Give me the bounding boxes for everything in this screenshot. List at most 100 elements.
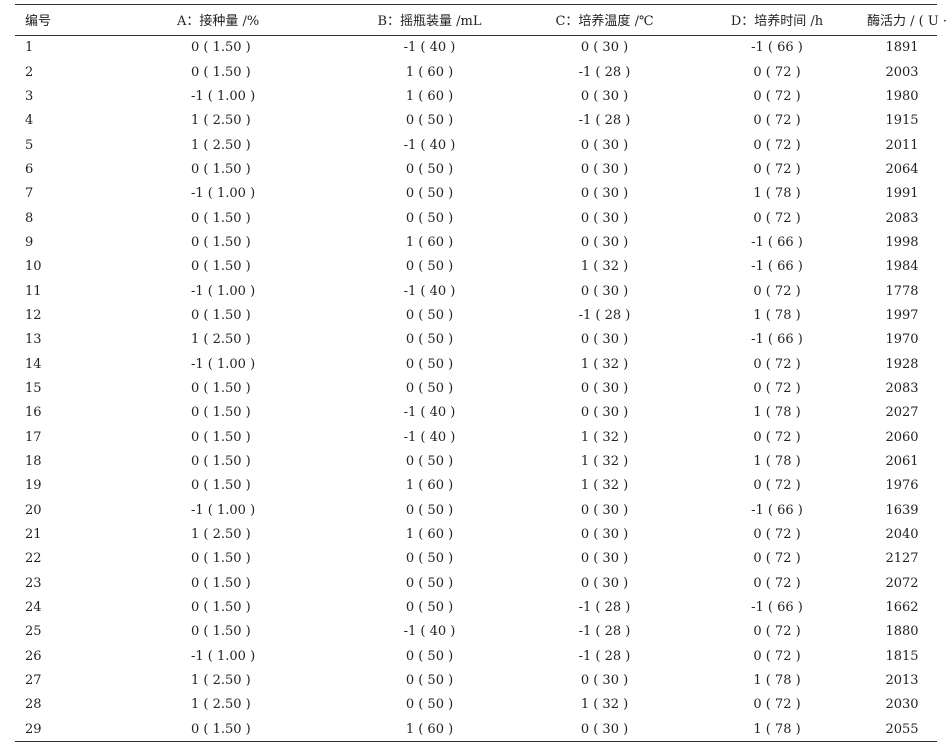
cell-time: 1 ( 78 ) <box>753 721 801 737</box>
cell-enzyme-activity: 1891 <box>885 40 919 56</box>
cell-id: 5 <box>25 137 34 153</box>
cell-inoculum: -1 ( 1.00 ) <box>191 356 256 372</box>
cell-flask-volume: -1 ( 40 ) <box>403 429 456 445</box>
cell-time: 0 ( 72 ) <box>753 161 801 177</box>
cell-time: 1 ( 78 ) <box>753 186 801 202</box>
cell-inoculum: 0 ( 1.50 ) <box>191 575 251 591</box>
table-row: 12 0 ( 1.50 ) 0 ( 50 ) -1 ( 28 ) 1 ( 78 ) 199… <box>15 304 937 328</box>
cell-time: -1 ( 66 ) <box>751 600 803 616</box>
cell-time: -1 ( 66 ) <box>751 259 803 275</box>
cell-flask-volume: 0 ( 50 ) <box>405 356 454 372</box>
table-row: 17 0 ( 1.50 ) -1 ( 40 ) 1 ( 32 ) 0 ( 72 ) 206… <box>15 426 937 450</box>
cell-id: 9 <box>25 234 34 250</box>
cell-enzyme-activity: 1662 <box>885 600 919 616</box>
cell-id: 12 <box>25 307 42 323</box>
table-row: 1 0 ( 1.50 ) -1 ( 40 ) 0 ( 30 ) -1 ( 66 ) 189… <box>15 35 937 60</box>
cell-temperature: 0 ( 30 ) <box>580 575 629 591</box>
cell-inoculum: 0 ( 1.50 ) <box>191 234 251 250</box>
cell-id: 20 <box>25 502 42 518</box>
cell-id: 6 <box>25 161 34 177</box>
cell-time: -1 ( 66 ) <box>751 234 803 250</box>
header-c: C：培养温度 /℃ <box>555 13 654 29</box>
cell-enzyme-activity: 2013 <box>885 673 919 689</box>
cell-flask-volume: 0 ( 50 ) <box>405 502 454 518</box>
cell-flask-volume: 0 ( 50 ) <box>405 259 454 275</box>
table-row: 8 0 ( 1.50 ) 0 ( 50 ) 0 ( 30 ) 0 ( 72 ) 2083 <box>15 206 937 230</box>
cell-time: -1 ( 66 ) <box>751 332 803 348</box>
cell-flask-volume: 0 ( 50 ) <box>405 210 454 226</box>
table-row: 5 1 ( 2.50 ) -1 ( 40 ) 0 ( 30 ) 0 ( 72 ) 2011 <box>15 133 937 157</box>
cell-enzyme-activity: 1880 <box>885 624 919 640</box>
cell-inoculum: -1 ( 1.00 ) <box>191 648 256 664</box>
header-enzyme-activity-prefix: 酶活力 / ( U · mL <box>867 13 950 29</box>
cell-flask-volume: -1 ( 40 ) <box>403 283 456 299</box>
cell-time: 0 ( 72 ) <box>753 210 801 226</box>
cell-enzyme-activity: 1928 <box>885 356 919 372</box>
cell-enzyme-activity: 1915 <box>885 113 919 129</box>
cell-flask-volume: 0 ( 50 ) <box>405 332 454 348</box>
cell-temperature: 0 ( 30 ) <box>580 405 629 421</box>
cell-temperature: 1 ( 32 ) <box>580 697 629 713</box>
cell-temperature: 0 ( 30 ) <box>580 527 629 543</box>
cell-flask-volume: 0 ( 50 ) <box>405 551 454 567</box>
cell-enzyme-activity: 1991 <box>885 186 919 202</box>
table-top-rule <box>15 4 937 5</box>
cell-inoculum: 0 ( 1.50 ) <box>191 721 251 737</box>
cell-inoculum: 1 ( 2.50 ) <box>191 332 251 348</box>
table-bottom-rule <box>15 741 937 742</box>
cell-id: 29 <box>25 721 42 737</box>
cell-temperature: 1 ( 32 ) <box>580 454 629 470</box>
cell-inoculum: -1 ( 1.00 ) <box>191 283 256 299</box>
cell-flask-volume: -1 ( 40 ) <box>403 624 456 640</box>
cell-id: 17 <box>25 429 42 445</box>
cell-enzyme-activity: 2055 <box>885 721 919 737</box>
table-row: 7 -1 ( 1.00 ) 0 ( 50 ) 0 ( 30 ) 1 ( 78 ) 1991 <box>15 182 937 206</box>
table-header-row: 编号 A：接种量 /% B：摇瓶装量 /mL C：培养温度 /℃ D：培养时间 … <box>15 8 950 35</box>
cell-flask-volume: -1 ( 40 ) <box>403 40 456 56</box>
cell-inoculum: 0 ( 1.50 ) <box>191 624 251 640</box>
table-row: 15 0 ( 1.50 ) 0 ( 50 ) 0 ( 30 ) 0 ( 72 ) 2083 <box>15 377 937 401</box>
cell-time: -1 ( 66 ) <box>751 502 803 518</box>
cell-time: 0 ( 72 ) <box>753 356 801 372</box>
table-row: 23 0 ( 1.50 ) 0 ( 50 ) 0 ( 30 ) 0 ( 72 ) 2072 <box>15 572 937 596</box>
cell-id: 11 <box>25 283 42 299</box>
cell-temperature: 0 ( 30 ) <box>580 332 629 348</box>
table-row: 11 -1 ( 1.00 ) -1 ( 40 ) 0 ( 30 ) 0 ( 72 ) 17… <box>15 279 937 303</box>
cell-enzyme-activity: 2030 <box>885 697 919 713</box>
table-row: 13 1 ( 2.50 ) 0 ( 50 ) 0 ( 30 ) -1 ( 66 ) 197… <box>15 328 937 352</box>
cell-flask-volume: 0 ( 50 ) <box>405 186 454 202</box>
cell-id: 19 <box>25 478 42 494</box>
cell-time: 1 ( 78 ) <box>753 454 801 470</box>
cell-inoculum: 1 ( 2.50 ) <box>191 137 251 153</box>
cell-temperature: 0 ( 30 ) <box>580 40 629 56</box>
cell-flask-volume: 0 ( 50 ) <box>405 673 454 689</box>
cell-enzyme-activity: 2083 <box>885 210 919 226</box>
cell-inoculum: 0 ( 1.50 ) <box>191 405 251 421</box>
cell-inoculum: 1 ( 2.50 ) <box>191 697 251 713</box>
cell-temperature: 0 ( 30 ) <box>580 380 629 396</box>
cell-time: -1 ( 66 ) <box>751 40 803 56</box>
cell-id: 4 <box>25 113 34 129</box>
cell-time: 0 ( 72 ) <box>753 88 801 104</box>
cell-enzyme-activity: 1980 <box>885 88 919 104</box>
cell-flask-volume: 0 ( 50 ) <box>405 454 454 470</box>
cell-temperature: 0 ( 30 ) <box>580 161 629 177</box>
cell-inoculum: 1 ( 2.50 ) <box>191 527 251 543</box>
cell-flask-volume: 1 ( 60 ) <box>405 234 454 250</box>
table-row: 9 0 ( 1.50 ) 1 ( 60 ) 0 ( 30 ) -1 ( 66 ) 1998 <box>15 231 937 255</box>
table-row: 19 0 ( 1.50 ) 1 ( 60 ) 1 ( 32 ) 0 ( 72 ) 1976 <box>15 474 937 498</box>
cell-id: 2 <box>25 64 34 80</box>
cell-inoculum: -1 ( 1.00 ) <box>191 186 256 202</box>
cell-id: 13 <box>25 332 42 348</box>
cell-id: 16 <box>25 405 42 421</box>
cell-inoculum: 0 ( 1.50 ) <box>191 429 251 445</box>
cell-enzyme-activity: 1976 <box>885 478 919 494</box>
table-row: 29 0 ( 1.50 ) 1 ( 60 ) 0 ( 30 ) 1 ( 78 ) 2055 <box>15 718 937 742</box>
cell-id: 22 <box>25 551 42 567</box>
cell-id: 7 <box>25 186 34 202</box>
cell-inoculum: 0 ( 1.50 ) <box>191 210 251 226</box>
cell-id: 14 <box>25 356 42 372</box>
cell-temperature: -1 ( 28 ) <box>578 113 631 129</box>
cell-temperature: 1 ( 32 ) <box>580 356 629 372</box>
cell-id: 10 <box>25 259 42 275</box>
